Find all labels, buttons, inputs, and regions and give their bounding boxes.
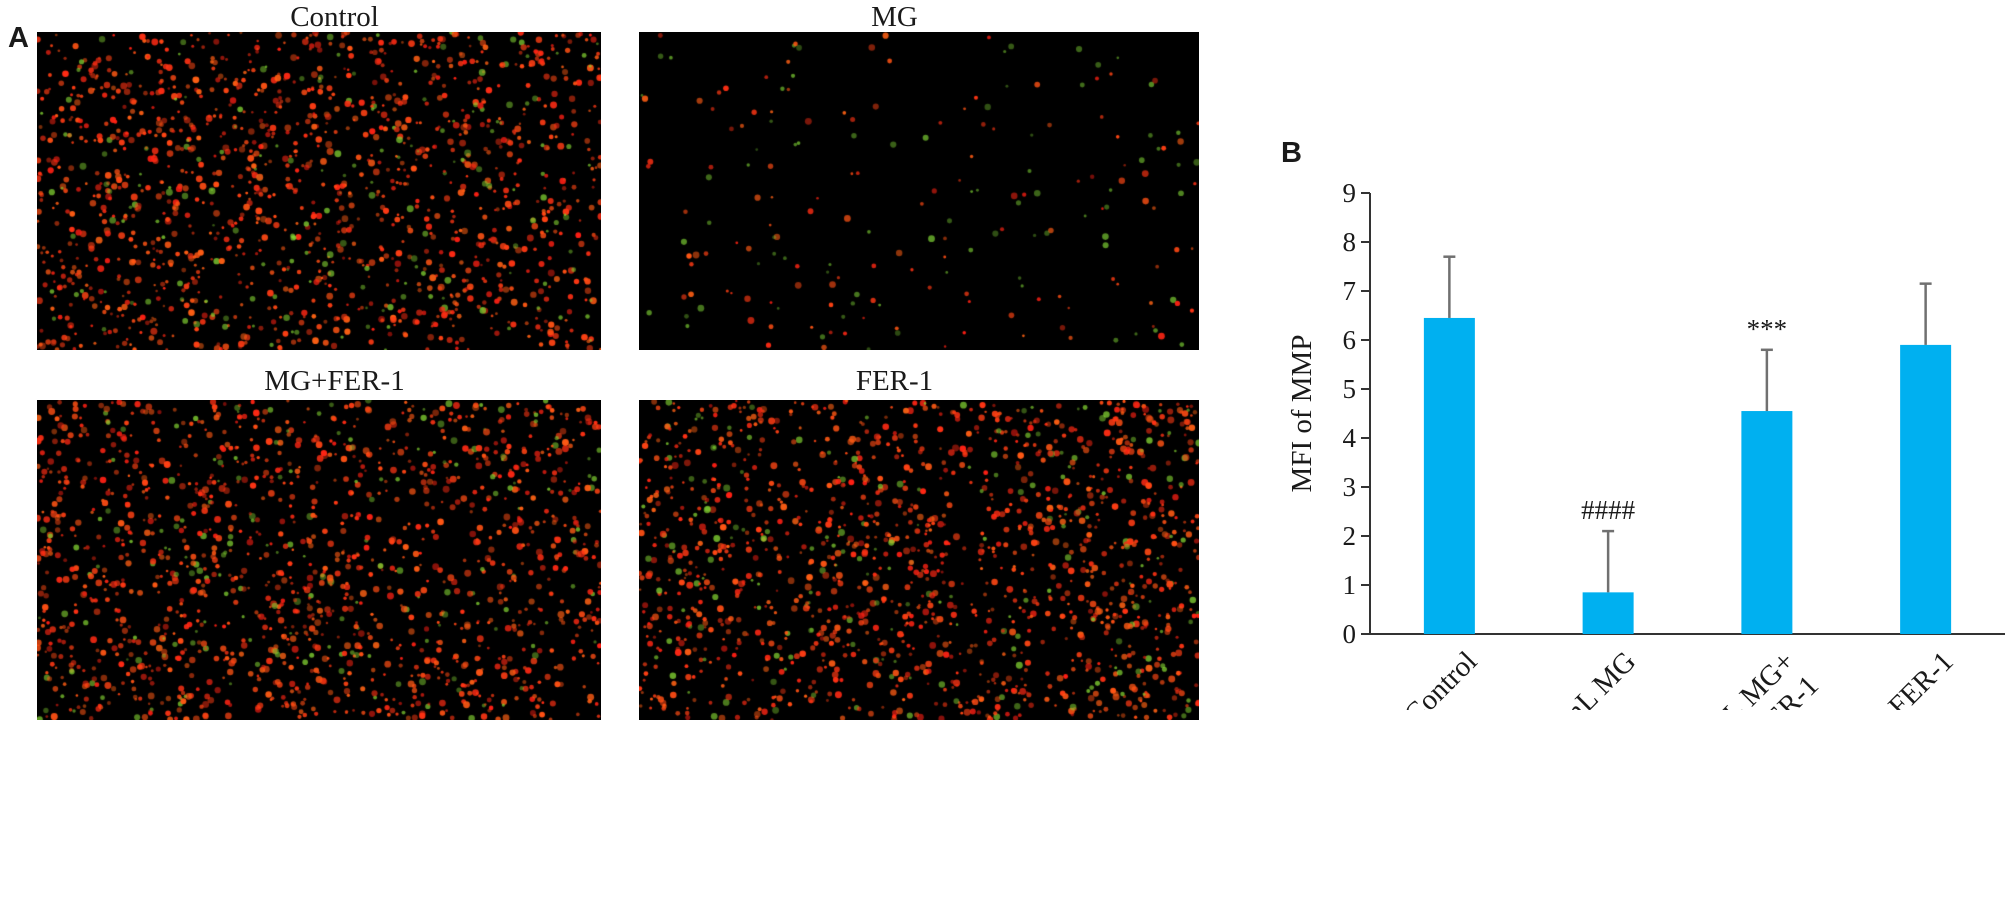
- y-axis-title: MFI of MMP: [1286, 335, 1318, 493]
- significance-label: ***: [1747, 314, 1788, 344]
- micrograph-fer1: [639, 400, 1199, 720]
- y-tick-label: 2: [1343, 521, 1357, 551]
- x-tick-label: Control: [1398, 645, 1483, 710]
- y-tick-label: 9: [1343, 178, 1357, 208]
- panel-b-label: B: [1281, 137, 1302, 169]
- bar: [1900, 344, 1952, 634]
- bar: [1582, 592, 1634, 634]
- image-title-fer1: FER-1: [855, 365, 934, 397]
- y-tick-label: 0: [1343, 619, 1357, 649]
- panel-a-label: A: [8, 22, 29, 54]
- image-title-mg-fer1: MG+FER-1: [264, 365, 405, 397]
- y-tick-label: 5: [1343, 374, 1357, 404]
- bar: [1423, 317, 1475, 634]
- image-title-control: Control: [290, 1, 379, 33]
- micrograph-mg: [639, 32, 1199, 350]
- y-tick-label: 1: [1343, 570, 1357, 600]
- x-tick-label: 90 µg/mL MG+10 µmol/mL FER-1: [1616, 645, 1825, 710]
- x-tick-label: 90 µg/mL MG: [1500, 645, 1642, 710]
- bar-chart: 0 1 2 3 4 5 6 7 8 9 MFI of MMP Control #### 90 µg/mL …: [1286, 178, 2005, 710]
- y-tick-label: 4: [1343, 423, 1357, 453]
- micrograph-mg-fer1: [37, 400, 601, 720]
- image-title-mg: MG: [871, 1, 918, 33]
- significance-label: ####: [1581, 495, 1636, 525]
- y-tick-label: 8: [1343, 227, 1357, 257]
- y-tick-label: 3: [1343, 472, 1357, 502]
- y-tick-label: 7: [1343, 276, 1357, 306]
- x-tick-label-line: 90 µg/mL MG: [1500, 645, 1642, 710]
- y-tick-label: 6: [1343, 325, 1357, 355]
- x-tick-label-line: Control: [1398, 645, 1483, 710]
- bar: [1741, 411, 1793, 634]
- micrograph-control: [37, 32, 601, 350]
